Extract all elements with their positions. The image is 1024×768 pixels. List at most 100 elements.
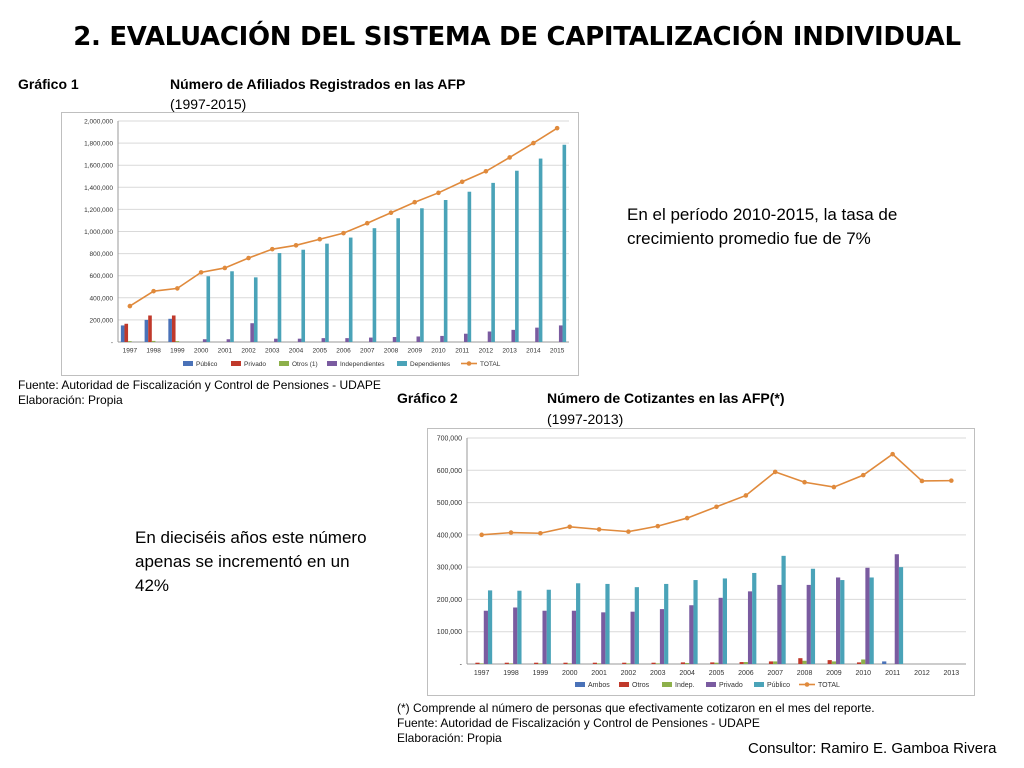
chart2-bar-indep- — [685, 663, 690, 664]
chart2-xtick-label: 2002 — [621, 670, 637, 677]
chart1-bar-independientes — [250, 323, 254, 342]
chart2-bar-otros — [856, 662, 862, 664]
chart2-point-total — [919, 478, 925, 484]
chart1-xtick-label: 2005 — [313, 348, 328, 355]
chart2-bar-otros — [534, 662, 539, 664]
chart1-svg: - 200,000 400,000 600,000 800,000 1,000,000 1,… — [61, 112, 579, 376]
chart1-ytick-label: 800,000 — [90, 251, 114, 258]
chart1-bar-independientes — [369, 337, 373, 342]
chart1-bar-dependientes — [396, 218, 400, 342]
chart1-bar-dependientes — [277, 253, 282, 342]
chart2-legend-swatch — [754, 682, 764, 687]
chart2-comment: En dieciséis años este número apenas se … — [135, 528, 367, 595]
chart2-point-total — [538, 530, 543, 536]
chart2-bar-indep- — [831, 661, 837, 664]
chart2-point-total — [567, 524, 573, 530]
chart2-point-total — [949, 478, 954, 483]
chart2-bar-p-blico — [898, 567, 904, 664]
chart1-bar-independientes — [297, 338, 302, 342]
chart1-point-total — [317, 236, 323, 242]
chart2-svg: - 100,000 200,000 300,000 400,000 500,000 600,… — [427, 428, 975, 696]
chart2-bar-privado — [865, 567, 870, 664]
chart1-point-total — [388, 210, 394, 216]
chart1-xtick-label: 2012 — [479, 348, 494, 355]
chart1-bar-p-blico — [144, 319, 149, 342]
chart1-bar-dependientes — [253, 277, 258, 342]
chart1-point-total — [507, 155, 512, 160]
chart2-point-total — [802, 479, 807, 485]
chart2-point-total — [714, 504, 719, 510]
chart1-point-total — [269, 246, 275, 252]
chart2-legend-label: Otros — [632, 682, 650, 689]
chart2-bar-indep- — [567, 663, 572, 664]
chart1-xtick-label: 2004 — [289, 348, 304, 355]
chart1-bar-independientes — [202, 339, 207, 342]
chart1-bar-dependientes — [372, 228, 377, 342]
chart1-ytick-label: 2,000,000 — [84, 119, 113, 126]
chart2-point-total — [772, 469, 778, 475]
chart1-bar-dependientes — [325, 243, 329, 342]
chart1-bar-dependientes — [230, 271, 234, 342]
chart2-bar-privado — [659, 609, 665, 664]
chart1-legend-label: TOTAL — [480, 361, 501, 368]
chart2-bar-p-blico — [576, 583, 581, 664]
chart2-bar-privado — [571, 610, 577, 664]
chart2-bar-privado — [747, 591, 753, 664]
chart1-legend-swatch — [327, 361, 337, 366]
chart2-xtick-label: 2000 — [562, 670, 578, 677]
chart2-bar-otros — [592, 662, 597, 664]
chart1-source: Fuente: Autoridad de Fiscalización y Con… — [18, 378, 381, 392]
chart1-bar-dependientes — [467, 191, 472, 342]
chart1-heading: Número de Afiliados Registrados en las A… — [170, 76, 466, 92]
chart2-label: Gráfico 2 — [397, 390, 458, 406]
chart2-bar-p-blico — [840, 580, 845, 664]
chart2-bar-otros — [739, 662, 744, 664]
chart2-bar-p-blico — [546, 589, 551, 664]
chart2-bar-p-blico — [722, 578, 727, 664]
chart1-ytick-label: 600,000 — [90, 273, 114, 280]
chart2-bar-otros — [622, 662, 627, 664]
chart1-bar-otros-1- — [128, 341, 132, 342]
chart1-legend-label: Independientes — [340, 361, 385, 368]
chart1-xtick-label: 2013 — [502, 348, 517, 355]
chart2-xtick-label: 2001 — [591, 670, 607, 677]
chart2-point-total — [508, 530, 514, 535]
chart2-bar-privado — [777, 584, 782, 664]
chart2-bar-indep- — [714, 662, 719, 664]
chart1-bar-independientes — [321, 338, 326, 342]
chart1-bar-p-blico — [120, 325, 125, 342]
chart1-bar-otros-1- — [151, 340, 156, 342]
chart2-bar-privado — [542, 610, 547, 664]
chart1-xtick-label: 2003 — [265, 348, 280, 355]
chart1-ytick-label: 1,400,000 — [84, 185, 113, 192]
chart1-bar-privado — [124, 323, 129, 342]
chart1-bar-privado — [171, 315, 176, 342]
chart2-bar-indep- — [479, 663, 484, 664]
chart2-bar-p-blico — [781, 555, 786, 664]
chart2-xtick-label: 2007 — [767, 670, 783, 677]
chart2-bar-indep- — [802, 660, 807, 664]
chart1-bar-independientes — [463, 333, 468, 342]
chart1-bar-dependientes — [443, 200, 448, 342]
chart1-ytick-label: - — [111, 340, 113, 347]
chart1-ytick-label: 1,800,000 — [84, 141, 113, 148]
chart2-bar-otros — [680, 662, 686, 664]
chart2-point-total — [860, 472, 866, 478]
chart2-ytick-label: 600,000 — [437, 468, 462, 475]
chart1-label: Gráfico 1 — [18, 76, 79, 92]
chart1-xtick-label: 2001 — [218, 348, 233, 355]
chart1-xtick-label: 1999 — [170, 348, 185, 355]
chart1-point-total — [436, 190, 441, 196]
chart1-xtick-label: 2008 — [384, 348, 399, 355]
chart1-xtick-label: 2015 — [550, 348, 565, 355]
chart2-bar-otros — [827, 660, 832, 664]
chart1-point-total — [222, 265, 228, 271]
chart1-bar-dependientes — [562, 144, 567, 342]
chart1-bar-dependientes — [301, 249, 306, 342]
chart1-ytick-label: 200,000 — [90, 317, 114, 324]
chart2-bar-privado — [601, 612, 606, 664]
chart2-xtick-label: 2003 — [650, 670, 666, 677]
chart1-bar-privado — [148, 315, 152, 342]
chart1-bar-otros-1- — [175, 341, 180, 342]
chart2-period: (1997-2013) — [547, 411, 624, 427]
